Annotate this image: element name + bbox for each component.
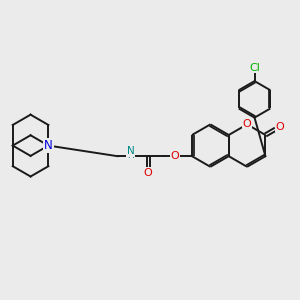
Text: N: N (44, 139, 53, 152)
Text: N: N (127, 146, 134, 156)
Text: H: H (127, 151, 134, 160)
Text: O: O (276, 122, 284, 132)
Text: Cl: Cl (249, 63, 260, 73)
Text: O: O (243, 119, 251, 129)
Text: O: O (170, 151, 179, 161)
Text: O: O (144, 168, 152, 178)
